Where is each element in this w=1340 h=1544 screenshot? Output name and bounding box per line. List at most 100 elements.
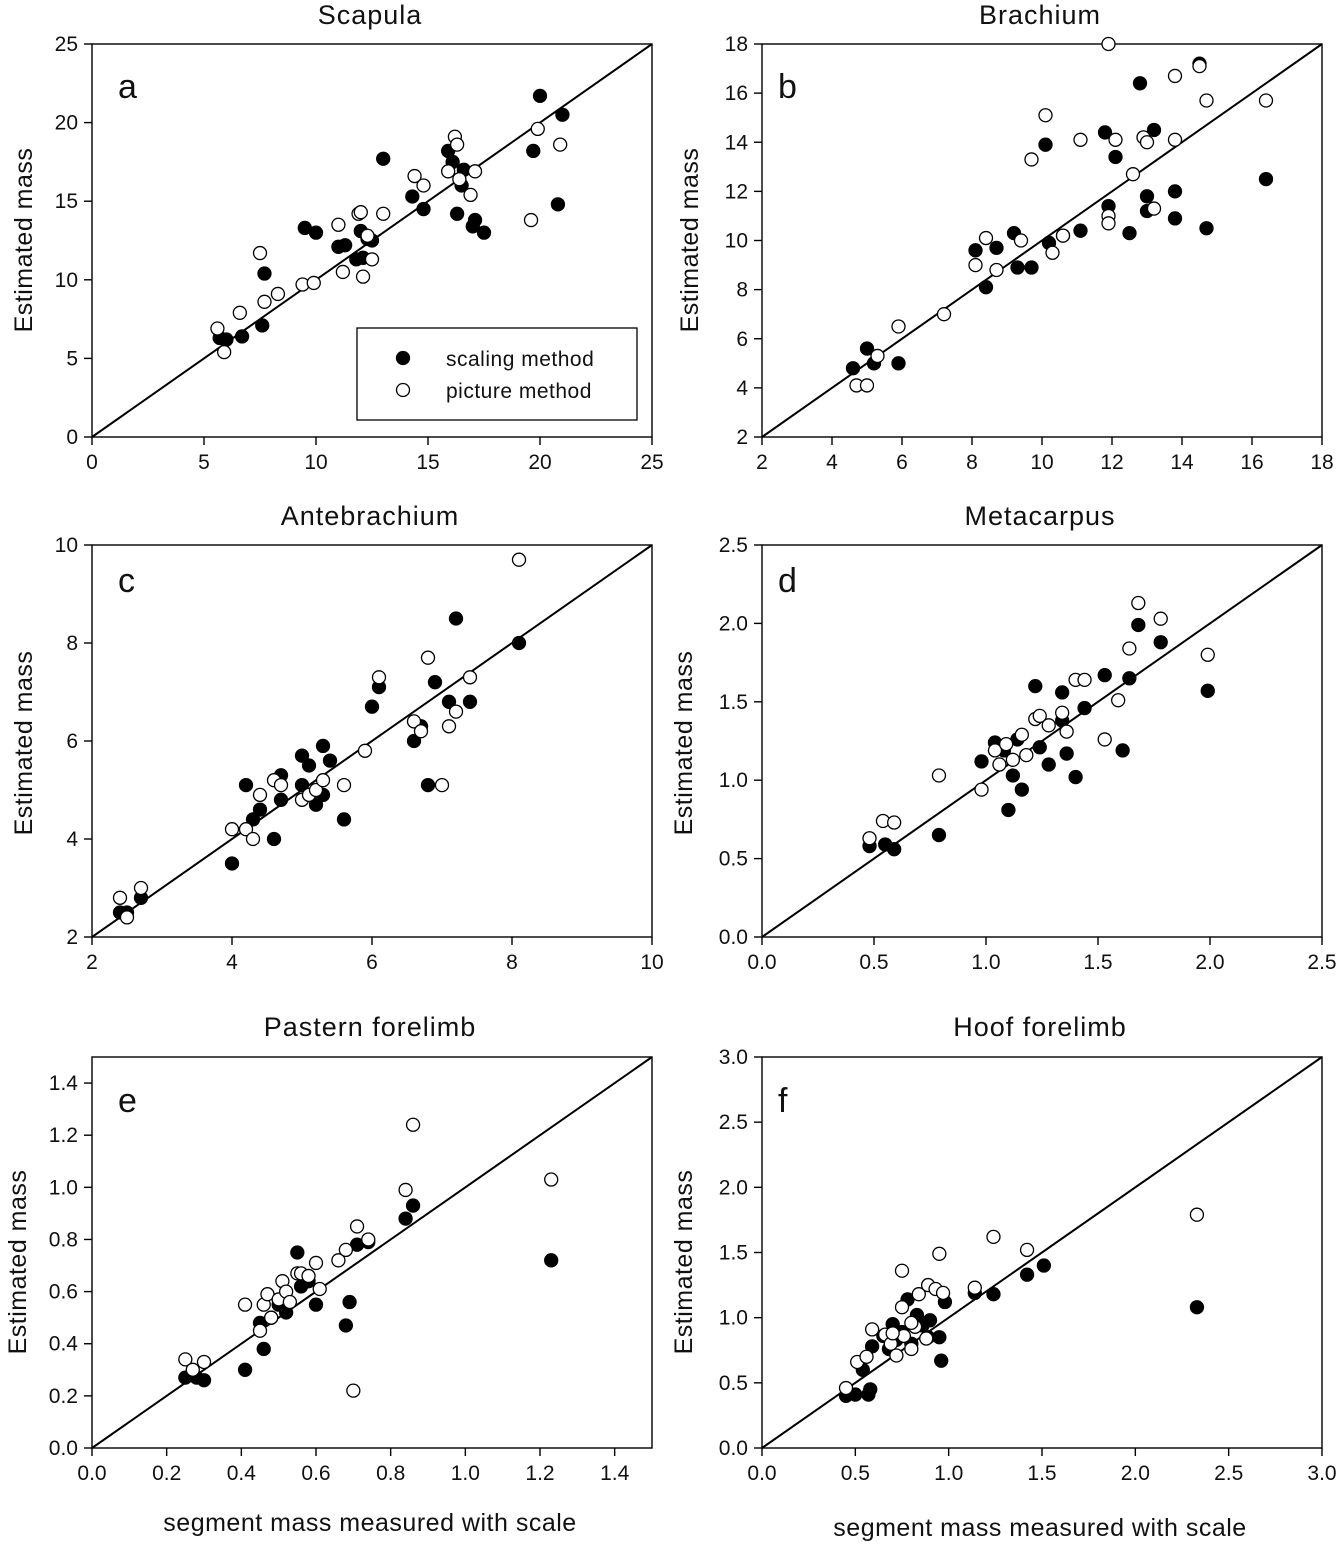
x-tick-label: 1.5 bbox=[1083, 951, 1112, 974]
point-picture-method bbox=[264, 1310, 279, 1325]
point-picture-method bbox=[252, 787, 268, 803]
point-picture-method bbox=[252, 245, 268, 261]
point-picture-method bbox=[338, 1242, 354, 1258]
point-picture-method bbox=[196, 1354, 212, 1370]
point-scaling-method bbox=[1122, 671, 1137, 686]
x-tick-label: 2.5 bbox=[1214, 1462, 1243, 1485]
point-scaling-method bbox=[1032, 740, 1047, 755]
y-tick-label: 12 bbox=[725, 180, 748, 203]
point-picture-method bbox=[1038, 108, 1053, 123]
point-picture-method bbox=[1153, 611, 1168, 626]
point-scaling-method bbox=[219, 332, 234, 347]
point-scaling-method bbox=[1028, 678, 1043, 694]
point-picture-method bbox=[936, 307, 952, 322]
y-tick-label: 0.6 bbox=[49, 1281, 78, 1304]
x-tick-label: 0.0 bbox=[747, 1462, 776, 1485]
point-scaling-method bbox=[1146, 122, 1162, 138]
point-picture-method bbox=[511, 552, 527, 567]
point-picture-method bbox=[210, 321, 225, 336]
point-scaling-method bbox=[308, 225, 324, 240]
point-scaling-method bbox=[416, 201, 431, 217]
point-scaling-method bbox=[238, 777, 254, 793]
point-picture-method bbox=[462, 670, 478, 685]
y-tick-label: 1.5 bbox=[719, 1242, 748, 1265]
y-tick-label: 25 bbox=[55, 33, 78, 56]
y-tick-label: 2.5 bbox=[719, 1111, 748, 1134]
point-picture-method bbox=[1139, 135, 1155, 150]
point-scaling-method bbox=[1200, 683, 1215, 698]
point-picture-method bbox=[282, 1294, 298, 1310]
point-picture-method bbox=[1032, 708, 1047, 724]
point-picture-method bbox=[859, 378, 875, 393]
panel-title: Metacarpus bbox=[964, 501, 1115, 531]
point-picture-method bbox=[178, 1352, 193, 1367]
point-scaling-method bbox=[342, 1294, 357, 1310]
point-picture-method bbox=[357, 743, 373, 758]
point-picture-method bbox=[355, 269, 371, 284]
plot-area: 2 4 6 8 10 2 4 6 8 10 bbox=[55, 534, 664, 974]
point-picture-method bbox=[894, 1263, 910, 1278]
point-picture-method bbox=[1101, 216, 1116, 231]
point-picture-method bbox=[1199, 93, 1214, 108]
point-picture-method bbox=[859, 1349, 874, 1364]
point-scaling-method bbox=[462, 694, 478, 709]
y-axis-label: Estimated mass bbox=[10, 148, 38, 333]
y-tick-label: 1.0 bbox=[719, 769, 748, 792]
x-tick-label: 5 bbox=[198, 451, 210, 474]
point-picture-method bbox=[523, 212, 539, 228]
x-tick-label: 10 bbox=[304, 451, 327, 474]
panel-c-antebrachium: Antebrachium c Estimated mass 2 4 6 8 10 2 4 6 8… bbox=[10, 501, 664, 974]
x-axis-label: segment mass measured with scale bbox=[833, 1514, 1246, 1542]
point-picture-method bbox=[1192, 58, 1207, 74]
point-scaling-method bbox=[932, 1330, 947, 1345]
point-scaling-method bbox=[336, 812, 352, 827]
point-picture-method bbox=[987, 743, 1003, 758]
y-tick-label: 1.0 bbox=[719, 1307, 748, 1330]
point-scaling-method bbox=[1115, 743, 1130, 758]
x-tick-label: 20 bbox=[528, 451, 551, 474]
point-scaling-method bbox=[1024, 260, 1039, 275]
point-picture-method bbox=[870, 348, 885, 364]
point-picture-method bbox=[467, 164, 483, 179]
legend: scaling method picture method bbox=[356, 327, 638, 421]
y-tick-label: 1.2 bbox=[49, 1124, 78, 1147]
point-picture-method bbox=[185, 1362, 200, 1377]
point-scaling-method bbox=[511, 635, 527, 651]
identity-line bbox=[761, 1056, 1323, 1449]
point-picture-method bbox=[992, 757, 1007, 772]
x-tick-label: 2 bbox=[86, 951, 98, 974]
identity-line bbox=[761, 43, 1323, 438]
point-picture-method bbox=[932, 1246, 947, 1261]
panel-letter: a bbox=[118, 68, 137, 106]
x-tick-label: 4 bbox=[226, 951, 238, 974]
point-picture-method bbox=[1189, 1207, 1205, 1222]
point-picture-method bbox=[420, 650, 436, 665]
point-scaling-method bbox=[338, 1318, 354, 1333]
point-scaling-method bbox=[1068, 769, 1083, 785]
point-picture-method bbox=[237, 1297, 253, 1312]
plot-frame bbox=[91, 1056, 653, 1449]
point-scaling-method bbox=[532, 88, 548, 104]
point-picture-method bbox=[968, 257, 983, 273]
point-scaling-method bbox=[290, 1245, 305, 1260]
point-scaling-method bbox=[859, 341, 875, 356]
y-axis-label: Estimated mass bbox=[670, 651, 698, 836]
x-tick-label: 15 bbox=[416, 451, 439, 474]
x-tick-label: 8 bbox=[966, 451, 978, 474]
x-tick-label: 1.5 bbox=[1027, 1462, 1056, 1485]
y-axis-label: Estimated mass bbox=[676, 148, 704, 333]
point-scaling-method bbox=[315, 738, 331, 754]
point-picture-method bbox=[232, 305, 247, 320]
x-tick-label: 1.0 bbox=[971, 951, 1000, 974]
y-tick-label: 20 bbox=[55, 112, 78, 135]
point-scaling-method bbox=[224, 856, 240, 871]
point-picture-method bbox=[371, 670, 387, 685]
plot-area: 0.0 0.5 1.0 1.5 2.0 2.5 0.0 0.5 1.0 1.5 2.0 2.5 bbox=[719, 534, 1337, 974]
point-scaling-method bbox=[1073, 223, 1088, 238]
point-scaling-method bbox=[1019, 1267, 1035, 1282]
point-scaling-method bbox=[237, 1362, 253, 1377]
point-scaling-method bbox=[989, 240, 1004, 256]
point-picture-method bbox=[1005, 752, 1021, 767]
point-picture-method bbox=[967, 1280, 982, 1295]
point-scaling-method bbox=[1036, 1258, 1052, 1273]
